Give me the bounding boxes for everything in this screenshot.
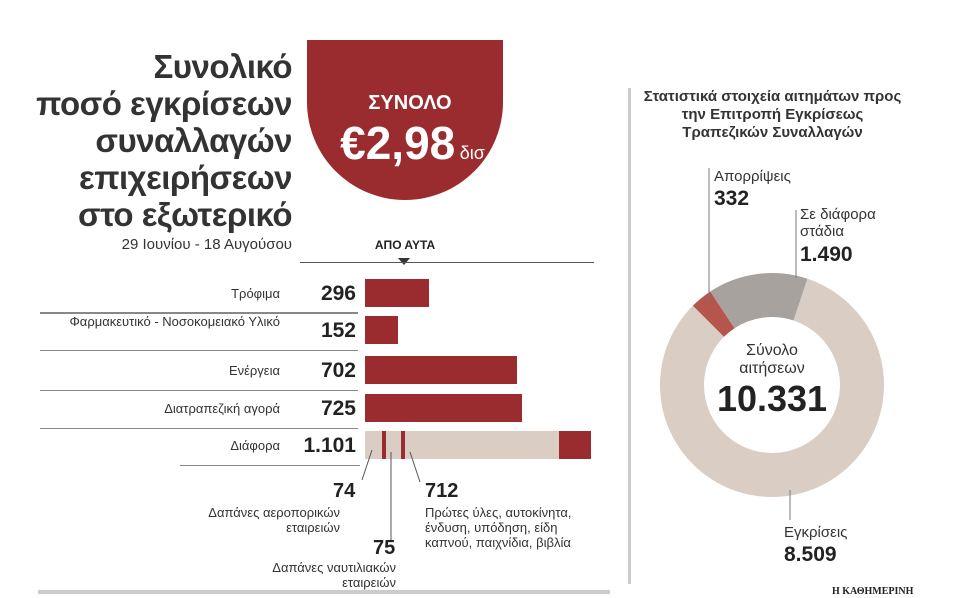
breakdown-value: 74 bbox=[333, 480, 356, 502]
bar-value-label: 702 bbox=[320, 359, 356, 382]
bar-value-label: 296 bbox=[320, 282, 356, 305]
total-circle bbox=[307, 40, 503, 200]
date-range: 29 Ιουνίου - 18 Αυγούσου bbox=[121, 236, 292, 253]
donut-slice bbox=[692, 291, 735, 337]
slice-label: Σε διάφορα στάδια bbox=[800, 206, 876, 240]
category-label: Ενέργεια bbox=[228, 363, 280, 378]
of-which-label: ΑΠΟ ΑΥΤΑ bbox=[374, 238, 436, 252]
breakdown-value: 75 bbox=[373, 537, 396, 559]
slice-label: Απορρίψεις bbox=[714, 168, 791, 185]
bar-value-label: 1.101 bbox=[303, 434, 356, 457]
breakdown-label: Πρώτες ύλες, αυτοκίνητα, ένδυση, υπόδηση… bbox=[425, 505, 572, 550]
bar bbox=[365, 279, 430, 307]
slice-value: 332 bbox=[714, 187, 750, 210]
bar-marker bbox=[382, 431, 386, 459]
category-label: Τρόφιμα bbox=[231, 286, 280, 301]
divider bbox=[40, 313, 358, 314]
divider bbox=[180, 465, 360, 466]
bar bbox=[365, 356, 518, 384]
bar-segment bbox=[559, 431, 591, 459]
arrow-down-icon bbox=[398, 258, 410, 265]
bar-marker bbox=[401, 431, 405, 459]
total-unit: δισ. bbox=[459, 143, 490, 163]
donut-slice bbox=[660, 278, 885, 497]
donut-center-label: Σύνολο αιτήσεων bbox=[739, 342, 805, 377]
bar bbox=[365, 394, 522, 422]
divider bbox=[628, 88, 631, 584]
total-amount: €2,98 bbox=[340, 117, 456, 169]
bar-value-label: 152 bbox=[320, 319, 356, 342]
title-line: συναλλαγών bbox=[95, 122, 292, 159]
divider bbox=[40, 428, 358, 429]
slice-label: Εγκρίσεις bbox=[784, 524, 848, 541]
divider bbox=[40, 350, 358, 351]
divider bbox=[300, 262, 594, 263]
title-line: ποσό εγκρίσεων bbox=[36, 85, 292, 122]
title-line: Συνολικό bbox=[153, 48, 292, 85]
title-line: στο εξωτερικό bbox=[78, 196, 292, 233]
breakdown-label: Δαπάνες ναυτιλιακών εταιρειών bbox=[272, 560, 396, 590]
donut-title: Στατιστικά στοιχεία αιτημάτων προς την Ε… bbox=[643, 88, 902, 141]
total-value: €2,98 δισ. bbox=[330, 116, 500, 170]
source-logo: Η ΚΑΘΗΜΕΡΙΝΗ bbox=[832, 586, 914, 597]
donut-slice bbox=[710, 273, 808, 329]
divider bbox=[40, 390, 358, 391]
divider bbox=[40, 312, 358, 313]
page-title: Συνολικό ποσό εγκρίσεων συναλλαγών επιχε… bbox=[30, 48, 292, 233]
category-label: Διατραπεζική αγορά bbox=[164, 401, 280, 416]
divider bbox=[38, 590, 610, 594]
slice-value: 1.490 bbox=[800, 243, 853, 266]
total-label: ΣΥΝΟΛΟ bbox=[368, 92, 452, 114]
title-line: επιχειρήσεων bbox=[79, 159, 292, 196]
bar bbox=[365, 316, 398, 344]
category-label: Φαρμακευτικό - Νοσοκομειακό Υλικό bbox=[69, 314, 280, 329]
donut-center-value: 10.331 bbox=[716, 378, 828, 419]
breakdown-value: 712 bbox=[425, 480, 459, 502]
breakdown-label: Δαπάνες αεροπορικών εταιρειών bbox=[208, 505, 340, 535]
category-label: Διάφορα bbox=[230, 438, 280, 453]
bar-value-label: 725 bbox=[320, 397, 356, 420]
slice-value: 8.509 bbox=[784, 543, 837, 566]
